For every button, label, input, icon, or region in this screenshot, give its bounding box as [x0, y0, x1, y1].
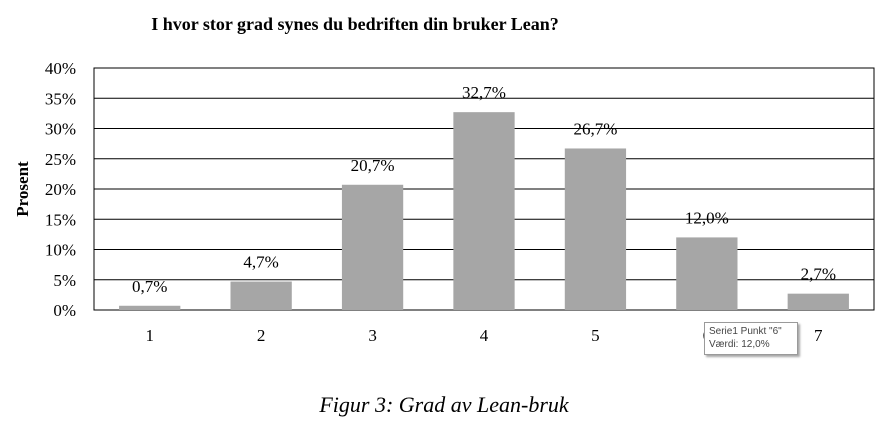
chart-title: I hvor stor grad synes du bedriften din …	[151, 14, 559, 34]
x-tick-label: 7	[814, 326, 823, 345]
bar	[341, 184, 404, 310]
x-tick-label: 3	[368, 326, 377, 345]
bar	[676, 237, 738, 310]
data-label: 20,7%	[351, 156, 395, 175]
x-tick-label: 5	[591, 326, 600, 345]
y-tick-label: 15%	[45, 210, 76, 229]
y-tick-label: 5%	[53, 271, 76, 290]
y-tick-label: 30%	[45, 120, 76, 139]
tooltip-series-point: Serie1 Punkt "6"	[709, 326, 782, 337]
data-point-tooltip: Serie1 Punkt "6" Værdi: 12,0%	[704, 322, 798, 355]
x-tick-label: 1	[145, 326, 154, 345]
y-tick-label: 35%	[45, 89, 76, 108]
x-tick-label: 4	[480, 326, 489, 345]
bar	[230, 281, 292, 310]
data-label: 0,7%	[132, 277, 167, 296]
x-tick-label: 2	[257, 326, 266, 345]
data-label: 26,7%	[573, 119, 617, 138]
data-label: 4,7%	[243, 253, 278, 272]
y-tick-label: 0%	[53, 301, 76, 320]
data-label: 32,7%	[462, 83, 506, 102]
y-tick-label: 40%	[45, 59, 76, 78]
bar	[119, 305, 181, 310]
data-label: 2,7%	[801, 265, 836, 284]
y-tick-label: 20%	[45, 180, 76, 199]
bar	[564, 148, 627, 310]
bar	[787, 293, 849, 310]
data-label: 12,0%	[685, 208, 729, 227]
figure-caption: Figur 3: Grad av Lean-bruk	[319, 392, 569, 417]
bar	[453, 112, 515, 310]
tooltip-value: Værdi: 12,0%	[709, 339, 770, 350]
y-tick-label: 10%	[45, 241, 76, 260]
y-axis-label: Prosent	[13, 161, 32, 217]
y-tick-label: 25%	[45, 150, 76, 169]
